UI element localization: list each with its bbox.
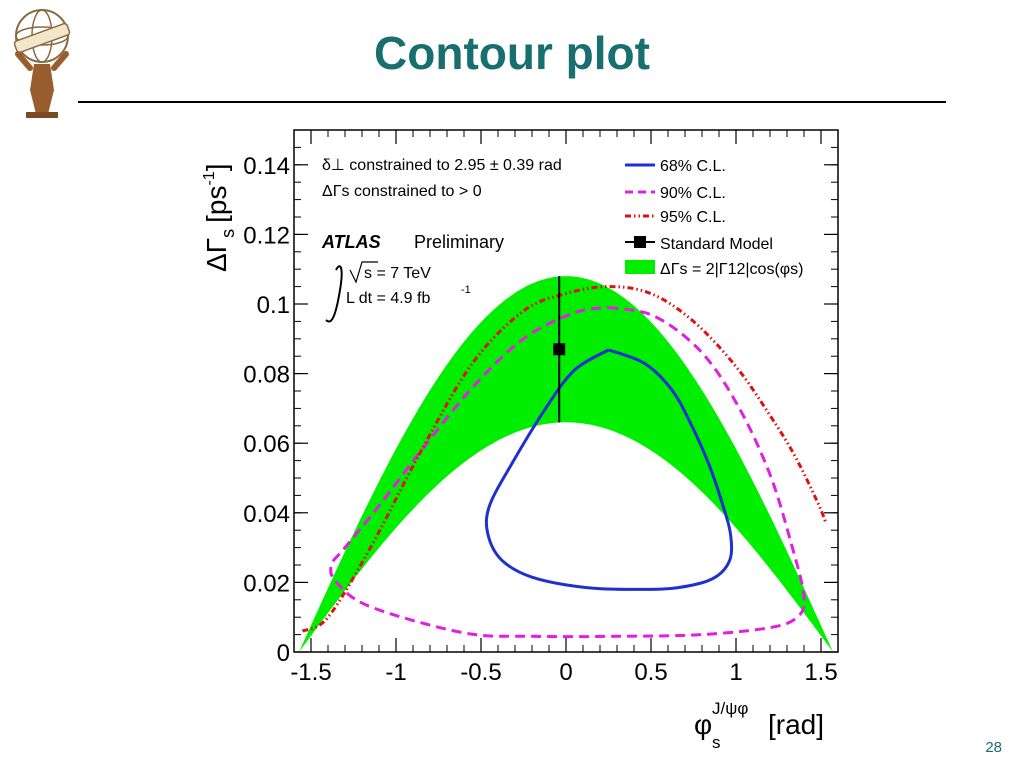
legend-label-sm: Standard Model (660, 236, 773, 253)
x-tick-label: 1 (729, 659, 742, 686)
preliminary-label: Preliminary (414, 232, 504, 252)
svg-text:ΔΓs[ps-1]: ΔΓs[ps-1] (201, 164, 238, 273)
x-tick-label: 0.5 (634, 659, 667, 686)
dgamma-constraint-text: ΔΓs constrained to > 0 (322, 183, 482, 200)
svg-text:[rad]: [rad] (768, 709, 824, 740)
x-tick-label: -0.5 (460, 659, 501, 686)
page-number: 28 (985, 739, 1002, 756)
y-tick-label: 0.06 (243, 431, 290, 458)
legend-label-95: 95% C.L. (660, 209, 726, 226)
contour-95-c-l (301, 285, 828, 633)
y-tick-label: 0.08 (243, 362, 290, 389)
y-tick-label: 0 (277, 640, 290, 667)
delta-constraint-text: δ⊥ constrained to 2.95 ± 0.39 rad (322, 157, 562, 174)
y-tick-label: 0.12 (243, 222, 290, 249)
sqrt-s-text: s = 7 TeV (364, 265, 431, 282)
legend-label-90: 90% C.L. (660, 185, 726, 202)
legend-swatch-band (625, 260, 655, 274)
x-tick-label: 0 (559, 659, 572, 686)
legend-label-band: ΔΓs = 2|Γ12|cos(φs) (660, 261, 803, 278)
y-tick-label: 0.04 (243, 501, 290, 528)
y-tick-label: 0.02 (243, 570, 290, 597)
sqrt-sign (349, 261, 378, 284)
atlas-label: ATLAS (321, 232, 381, 252)
svg-text:φ: φ (694, 709, 712, 740)
title-divider (78, 101, 946, 103)
integral-sign (325, 265, 343, 323)
legend-swatch-sm-marker (634, 236, 646, 248)
y-tick-label: 0.1 (257, 292, 290, 319)
theory-band (299, 276, 833, 652)
atlas-logo (13, 9, 71, 118)
slide-title: Contour plot (374, 27, 650, 79)
legend: 68% C.L. 90% C.L. 95% C.L. Standard Mode… (625, 158, 803, 278)
legend-label-68: 68% C.L. (660, 158, 726, 175)
contour-68-c-l (484, 348, 734, 591)
luminosity-text: L dt = 4.9 fb (346, 290, 430, 307)
x-tick-label: 1.5 (804, 659, 837, 686)
luminosity-exponent: -1 (461, 284, 471, 296)
x-tick-label: -1.5 (290, 659, 331, 686)
y-tick-label: 0.14 (243, 153, 290, 180)
svg-text:J/ψφ: J/ψφ (712, 699, 748, 718)
svg-text:s: s (712, 733, 721, 752)
sm-marker (553, 343, 566, 356)
x-tick-label: -1 (385, 659, 406, 686)
contour-90-c-l (329, 306, 806, 639)
x-axis-title: φ J/ψφ s [rad] (694, 699, 824, 752)
y-axis-title: ΔΓs[ps-1] (201, 164, 238, 273)
